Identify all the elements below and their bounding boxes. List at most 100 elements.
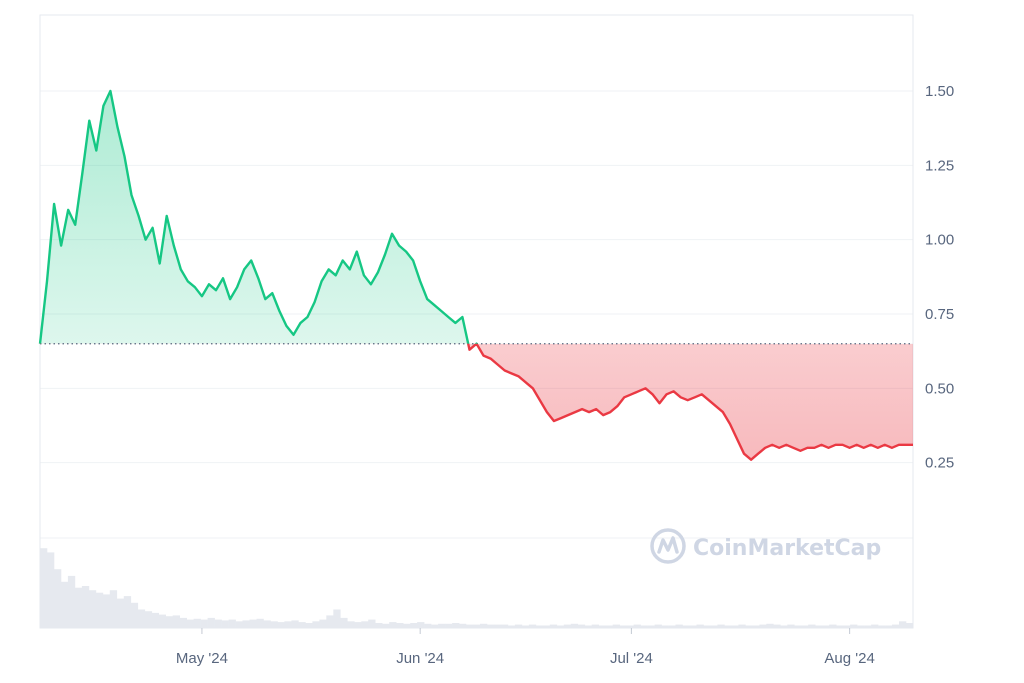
- volume-bar: [871, 624, 879, 628]
- volume-bar: [228, 619, 236, 628]
- volume-bar: [354, 622, 362, 628]
- volume-bar: [361, 621, 369, 628]
- volume-bar: [326, 615, 334, 628]
- volume-bar: [878, 625, 886, 628]
- volume-bar: [158, 614, 166, 628]
- volume-bar: [850, 624, 858, 628]
- watermark-text: CoinMarketCap: [693, 536, 881, 561]
- volume-bar: [612, 624, 620, 628]
- volume-bar: [382, 623, 390, 628]
- volume-bar: [403, 623, 411, 628]
- volume-bar: [81, 586, 90, 628]
- volume-bar: [647, 625, 655, 628]
- volume-bar: [633, 624, 641, 628]
- volume-bar: [340, 617, 348, 628]
- price-line-down: [40, 343, 913, 461]
- volume-bar: [836, 625, 844, 628]
- volume-bar: [368, 619, 376, 628]
- coinmarketcap-logo-icon: [650, 528, 686, 564]
- volume-bar: [724, 625, 732, 628]
- volume-bar: [661, 625, 669, 628]
- volume-bar: [473, 624, 481, 628]
- volume-bar: [906, 623, 914, 628]
- volume-bar: [619, 625, 627, 628]
- volume-bar: [794, 625, 802, 628]
- volume-bar: [752, 625, 760, 628]
- volume-bar: [675, 624, 683, 628]
- volume-bar: [284, 621, 292, 628]
- x-axis-ticks: May '24 Jun '24 Jul '24 Aug '24: [176, 628, 875, 667]
- volume-bar: [424, 623, 432, 628]
- volume-bar: [780, 625, 788, 628]
- volume-bar: [885, 625, 893, 628]
- area-fill-below-baseline: [468, 343, 913, 460]
- volume-bar: [787, 624, 795, 628]
- y-axis-ticks: 0.25 0.50 0.75 1.00 1.25 1.50: [925, 83, 954, 472]
- volume-bar: [305, 623, 313, 628]
- volume-bar: [298, 622, 306, 628]
- volume-bar: [521, 625, 530, 628]
- volume-bar: [570, 623, 579, 628]
- volume-bar: [494, 624, 502, 628]
- volume-bar: [717, 624, 725, 628]
- volume-bar: [165, 616, 173, 628]
- volume-bar: [591, 624, 599, 628]
- volume-bar: [556, 625, 565, 628]
- volume-bar: [116, 598, 125, 628]
- volume-bar: [54, 569, 62, 628]
- volume-bar: [193, 618, 201, 628]
- x-tick-label: Aug '24: [824, 650, 874, 667]
- volume-bar: [864, 625, 872, 628]
- volume-bar: [375, 623, 383, 628]
- volume-bar: [109, 590, 118, 628]
- y-tick-label: 1.50: [925, 83, 954, 100]
- volume-bar: [40, 548, 48, 628]
- volume-bar: [431, 624, 439, 628]
- coinmarketcap-watermark: CoinMarketCap: [650, 528, 881, 564]
- volume-bar: [459, 623, 467, 628]
- volume-bar: [801, 625, 809, 628]
- volume-bar: [396, 623, 404, 628]
- volume-bar: [151, 612, 159, 628]
- x-tick-label: Jul '24: [610, 650, 653, 667]
- volume-bar: [95, 592, 104, 628]
- volume-bar: [815, 625, 823, 628]
- y-tick-label: 0.75: [925, 306, 954, 323]
- volume-bar: [438, 623, 446, 628]
- volume-bar: [123, 596, 132, 628]
- volume-bar: [235, 621, 243, 628]
- volume-bar: [347, 621, 355, 628]
- volume-bar: [207, 617, 215, 628]
- volume-bar: [249, 619, 257, 628]
- volume-bar: [563, 624, 572, 628]
- y-tick-label: 0.50: [925, 380, 954, 397]
- volume-bar: [668, 625, 676, 628]
- volume-bar: [88, 590, 97, 628]
- volume-bar: [528, 624, 537, 628]
- volume-bar: [598, 625, 606, 628]
- volume-bar: [137, 609, 146, 628]
- volume-bar: [242, 620, 250, 628]
- volume-bar: [899, 621, 907, 628]
- volume-bar: [291, 620, 299, 628]
- volume-bar: [256, 618, 264, 628]
- volume-bar: [333, 609, 341, 628]
- volume-bar: [843, 625, 851, 628]
- volume-bar: [759, 624, 767, 628]
- volume-bar: [179, 617, 187, 628]
- volume-bar: [808, 624, 816, 628]
- volume-bar: [200, 619, 208, 628]
- volume-bar: [773, 624, 781, 628]
- volume-bar: [731, 625, 739, 628]
- volume-bar: [500, 624, 509, 628]
- volume-bars: [40, 548, 914, 628]
- y-tick-label: 1.25: [925, 157, 954, 174]
- volume-bar: [822, 625, 830, 628]
- x-tick-label: Jun '24: [396, 650, 444, 667]
- volume-bar: [67, 575, 76, 628]
- volume-bar: [263, 620, 271, 628]
- volume-bar: [654, 624, 662, 628]
- volume-bar: [221, 620, 229, 628]
- volume-bar: [312, 621, 320, 628]
- volume-bar: [144, 611, 153, 628]
